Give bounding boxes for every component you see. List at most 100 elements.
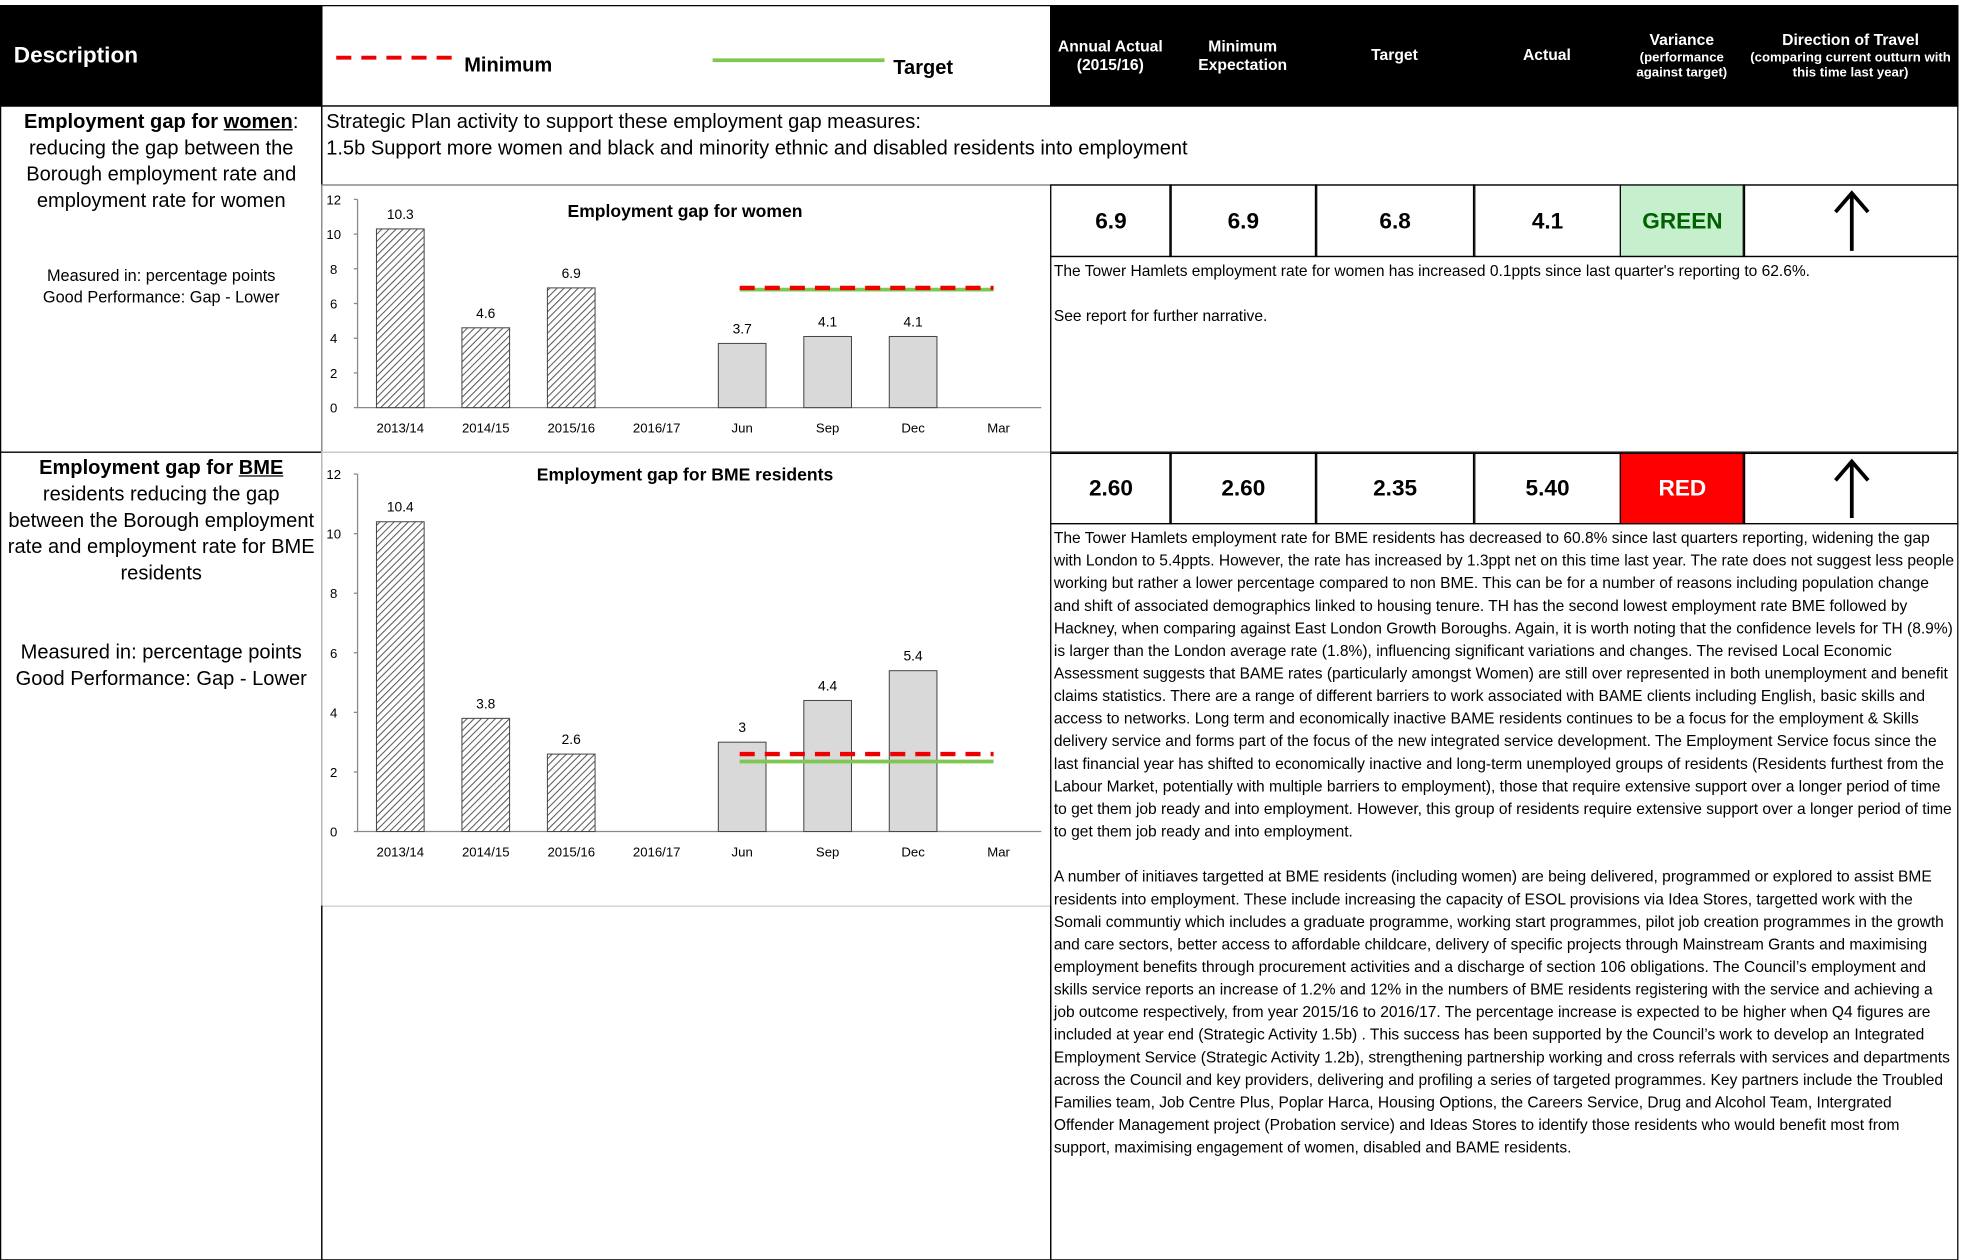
value-label: 6.9 (562, 266, 581, 281)
column-note: (performance against target) (1636, 50, 1728, 81)
x-tick-label: 2015/16 (547, 845, 595, 860)
y-tick-label: 12 (326, 192, 341, 207)
description-header: Description (0, 5, 323, 107)
x-tick-label: Sep (816, 845, 839, 860)
x-tick-label: Jun (732, 845, 753, 860)
value-label: 4.6 (476, 306, 495, 321)
column-header: Actual (1473, 5, 1621, 107)
narrative-paragraph: The Tower Hamlets employment rate for BM… (1053, 529, 1955, 841)
y-tick-label: 2 (330, 366, 337, 381)
x-tick-label: 2014/15 (462, 845, 510, 860)
narrative: The Tower Hamlets employment rate for BM… (1050, 523, 1959, 1260)
column-title: Variance (1649, 31, 1715, 49)
chart-title: Employment gap for women (568, 201, 803, 221)
column-header: Target (1315, 5, 1474, 107)
bar (717, 741, 767, 833)
value-label: 4.1 (904, 314, 923, 329)
x-tick-label: 2016/17 (633, 845, 681, 860)
column-note: (comparing current outturn with this tim… (1750, 50, 1951, 81)
bar (888, 335, 938, 409)
strategic-plan-line: Strategic Plan activity to support these… (326, 111, 921, 133)
title-underline: women (223, 111, 293, 133)
column-title: Direction of Travel (1782, 31, 1919, 49)
bar (461, 717, 511, 833)
y-tick-label: 0 (330, 825, 337, 840)
x-tick-label: Dec (901, 845, 925, 860)
arrow-up (1834, 458, 1870, 518)
y-tick-label: 2 (330, 765, 337, 780)
description-title: Employment gap for BME residents reducin… (5, 455, 317, 587)
value-label: 3 (738, 720, 746, 735)
value-variance: GREEN (1619, 184, 1746, 258)
good-performance: Good Performance: Gap - Lower (42, 287, 280, 307)
narrative-paragraph: See report for further narrative. (1053, 307, 1268, 325)
x-tick-label: Mar (987, 845, 1010, 860)
value-label: 3.7 (733, 321, 752, 336)
column-title: Actual (1522, 46, 1571, 64)
column-title: Target (1371, 46, 1418, 64)
title-underline: BME (238, 457, 284, 480)
value-label: 10.4 (387, 500, 414, 515)
bar (803, 699, 852, 833)
value-label: 3.8 (476, 696, 495, 711)
column-header: Minimum Expectation (1169, 5, 1316, 107)
y-tick-label: 8 (330, 262, 337, 277)
bar (888, 670, 938, 833)
narrative-paragraph: The Tower Hamlets employment rate for wo… (1053, 262, 1810, 280)
measured: Measured in: percentage points (20, 642, 302, 664)
bar (546, 753, 596, 833)
y-tick-label: 6 (330, 646, 337, 661)
x-tick-label: Dec (901, 421, 925, 436)
y-tick-label: 0 (330, 401, 337, 416)
y-tick-label: 12 (326, 467, 341, 482)
description-title: Employment gap for women: reducing the g… (5, 109, 317, 214)
y-tick-label: 4 (330, 331, 337, 346)
legend-minimum: Minimum (464, 54, 552, 76)
value-label: 10.3 (387, 207, 414, 222)
strategic-plan-line: 1.5b Support more women and black and mi… (326, 137, 1188, 160)
title-rest: : reducing the gap between the Borough e… (26, 111, 299, 212)
column-header: Variance (performance against target) (1620, 5, 1744, 107)
title-rest: residents reducing the gap between the B… (7, 484, 315, 585)
value-label: 5.4 (904, 649, 923, 664)
column-title: Annual Actual (2015/16) (1057, 36, 1163, 74)
value-label: 4.4 (818, 678, 837, 693)
y-tick-label: 8 (330, 586, 337, 601)
x-tick-label: Sep (816, 421, 839, 436)
bar (461, 327, 511, 409)
title-bold: Employment gap for (39, 457, 234, 480)
title-bold: Employment gap for (24, 111, 219, 133)
y-tick-label: 4 (330, 705, 337, 720)
x-tick-label: 2015/16 (547, 421, 595, 436)
bar (717, 342, 767, 409)
description: Employment gap for women: reducing the g… (0, 105, 322, 311)
chart-title: Employment gap for BME residents (537, 464, 834, 484)
column-title: Minimum Expectation (1198, 36, 1288, 74)
x-tick-label: Jun (732, 421, 753, 436)
bar (375, 228, 425, 409)
value-label: 2.6 (562, 732, 581, 747)
x-tick-label: 2013/14 (377, 845, 425, 860)
bar (546, 287, 596, 409)
measured: Measured in: percentage points (46, 265, 276, 285)
bar (803, 335, 852, 409)
y-tick-label: 10 (326, 527, 341, 542)
narrative-paragraph: A number of initiaves targetted at BME r… (1053, 867, 1950, 1157)
x-tick-label: 2014/15 (462, 421, 510, 436)
value-target: 2.35 (1314, 452, 1476, 525)
y-tick-label: 10 (326, 227, 341, 242)
bar (375, 521, 425, 833)
arrow-up (1834, 190, 1870, 251)
description: Employment gap for BME residents reducin… (0, 452, 322, 697)
value-label: 4.1 (818, 314, 837, 329)
legend-target: Target (893, 57, 953, 79)
x-tick-label: 2013/14 (377, 421, 425, 436)
column-header: Direction of Travel (comparing current ou… (1743, 5, 1959, 107)
narrative: The Tower Hamlets employment rate for wo… (1050, 255, 1959, 453)
x-tick-label: 2016/17 (633, 421, 681, 436)
good-performance: Good Performance: Gap - Lower (15, 668, 307, 690)
y-tick-label: 6 (330, 297, 337, 312)
column-header: Annual Actual (2015/16) (1050, 5, 1170, 107)
